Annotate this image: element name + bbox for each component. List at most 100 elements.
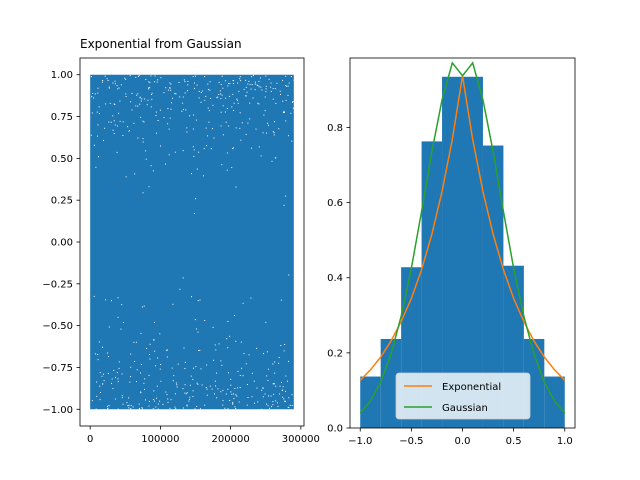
scatter-gap [220, 391, 222, 393]
scatter-gap [240, 341, 242, 343]
scatter-gap [189, 396, 191, 398]
scatter-gap [117, 316, 119, 318]
scatter-gap [281, 381, 282, 383]
scatter-gap [155, 115, 157, 117]
scatter-gap [268, 395, 269, 397]
scatter-gap [182, 407, 184, 409]
scatter-gap [144, 378, 146, 380]
left-y-tick-label: 0.25 [51, 196, 73, 207]
scatter-gap [237, 99, 238, 101]
scatter-gap [232, 403, 234, 405]
scatter-gap [292, 101, 293, 103]
scatter-gap [93, 295, 95, 297]
scatter-gap [220, 111, 222, 113]
scatter-gap [207, 83, 209, 85]
scatter-gap [194, 82, 195, 84]
scatter-gap [114, 104, 116, 105]
scatter-gap [196, 328, 197, 330]
scatter-gap [175, 408, 177, 410]
scatter-gap [272, 383, 274, 385]
scatter-gap [156, 397, 157, 399]
scatter-gap [271, 160, 273, 162]
scatter-gap [195, 119, 197, 121]
scatter-gap [249, 102, 251, 104]
scatter-gap [257, 85, 259, 86]
left-y-tick-label: 0.75 [51, 112, 73, 123]
scatter-gap [256, 347, 258, 349]
scatter-gap [214, 393, 215, 395]
scatter-gap [261, 389, 263, 391]
scatter-gap [108, 87, 110, 89]
right-y-tick-label: 0.2 [327, 348, 343, 359]
scatter-gap [209, 81, 211, 83]
scatter-gap [167, 123, 169, 125]
scatter-gap [153, 390, 155, 392]
scatter-gap [274, 361, 276, 363]
scatter-gap [113, 103, 115, 105]
scatter-gap [116, 125, 118, 127]
scatter-gap [267, 405, 269, 407]
scatter-gap [149, 354, 150, 355]
scatter-gap [262, 387, 264, 389]
scatter-gap [165, 349, 167, 351]
scatter-gap [222, 134, 224, 136]
scatter-gap [167, 349, 168, 351]
scatter-gap [148, 400, 150, 402]
scatter-gap [221, 94, 223, 96]
scatter-gap [189, 115, 191, 117]
scatter-gap [94, 353, 96, 355]
scatter-gap [212, 326, 214, 328]
scatter-gap [285, 375, 287, 377]
scatter-gap [97, 124, 99, 126]
scatter-gap [232, 147, 234, 149]
scatter-gap [282, 79, 284, 81]
scatter-gap [174, 93, 176, 95]
scatter-gap [170, 89, 172, 91]
scatter-gap [106, 78, 108, 80]
scatter-gap [148, 374, 150, 376]
scatter-gap [208, 110, 210, 112]
scatter-gap [136, 369, 138, 371]
scatter-gap [162, 403, 164, 405]
scatter-gap [226, 108, 228, 110]
scatter-gap [234, 388, 236, 389]
scatter-gap [101, 375, 103, 377]
scatter-gap [114, 83, 116, 85]
scatter-gap [293, 111, 295, 113]
scatter-gap [128, 130, 130, 132]
scatter-gap [175, 93, 177, 95]
scatter-gap [285, 75, 287, 77]
scatter-gap [117, 408, 119, 410]
scatter-gap [90, 134, 92, 136]
scatter-gap [238, 401, 240, 403]
scatter-gap [255, 128, 257, 130]
scatter-gap [111, 382, 112, 384]
scatter-gap [125, 93, 127, 95]
scatter-gap [196, 405, 198, 407]
scatter-gap [176, 384, 178, 386]
scatter-gap [99, 399, 101, 401]
scatter-gap [194, 75, 196, 77]
scatter-gap [260, 155, 262, 157]
scatter-gap [289, 404, 291, 406]
scatter-gap [272, 404, 274, 406]
scatter-gap [204, 76, 206, 78]
scatter-gap [245, 86, 247, 88]
scatter-gap [116, 85, 118, 87]
scatter-gap [152, 170, 154, 172]
scatter-gap [160, 145, 161, 147]
scatter-gap [157, 403, 159, 405]
scatter-gap [275, 157, 277, 159]
scatter-gap [257, 401, 259, 403]
scatter-gap [224, 111, 226, 113]
scatter-gap [284, 111, 285, 113]
scatter-gap [169, 82, 171, 84]
scatter-gap [232, 401, 234, 403]
left-x-ticks: 0 100000 200000 300000 [87, 426, 320, 445]
scatter-gap [179, 288, 181, 290]
scatter-gap [197, 383, 199, 385]
scatter-gap [237, 82, 239, 84]
scatter-gap [204, 404, 206, 406]
left-y-tick-label: −1.00 [42, 405, 73, 416]
scatter-gap [104, 75, 106, 77]
